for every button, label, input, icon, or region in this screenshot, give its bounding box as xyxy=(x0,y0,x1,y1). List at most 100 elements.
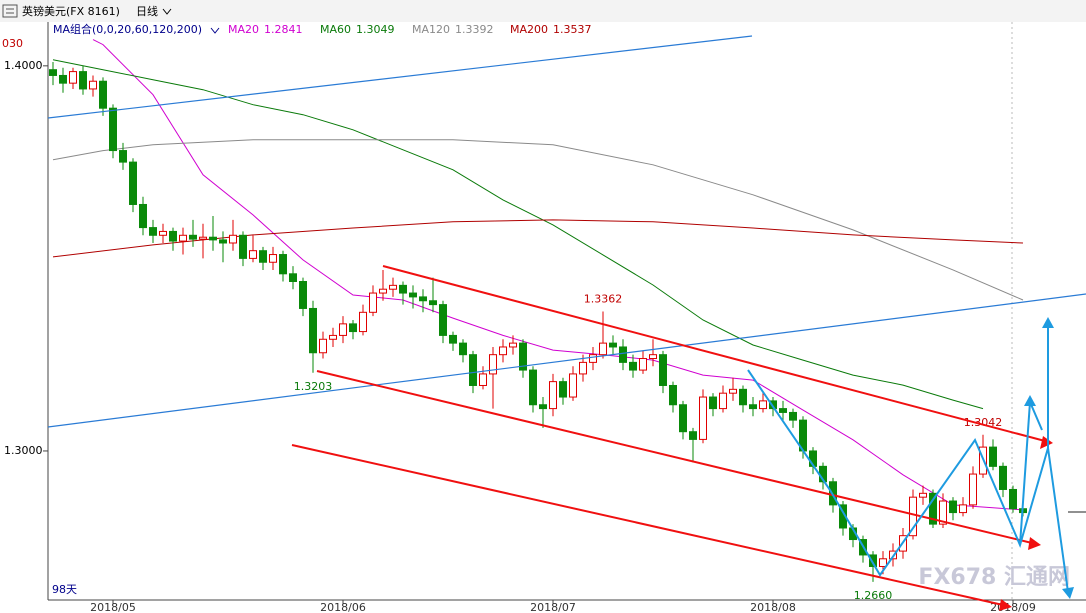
candle-body xyxy=(189,234,197,240)
user-drawings xyxy=(47,35,1086,611)
arrow-head xyxy=(1024,395,1036,406)
x-tick-label: 2018/06 xyxy=(320,601,366,613)
legend-value: 1.3392 xyxy=(455,23,494,36)
candle-body xyxy=(169,230,177,242)
candle-body xyxy=(709,396,717,410)
candle-body xyxy=(629,361,637,371)
candle-body xyxy=(359,311,367,333)
candle-body xyxy=(289,273,297,283)
candle-body xyxy=(299,281,307,309)
legend-value: 1.3537 xyxy=(553,23,592,36)
candle-body xyxy=(49,69,57,76)
legend-name: MA20 xyxy=(228,23,259,36)
wave-path xyxy=(1019,401,1043,546)
candle-body xyxy=(579,361,587,375)
candle-body xyxy=(329,334,337,340)
y-tick-label: 1.4000 xyxy=(4,59,43,72)
candle-body xyxy=(69,71,77,84)
header-bar xyxy=(0,0,1086,22)
candle-body xyxy=(909,496,917,537)
candle-body xyxy=(99,80,107,109)
days-label: 98天 xyxy=(52,583,77,596)
legend-name: MA200 xyxy=(510,23,548,36)
candle-body xyxy=(319,338,327,354)
candle-body xyxy=(999,465,1007,490)
candle-body xyxy=(649,354,657,360)
annotation: 1.3203 xyxy=(294,380,333,393)
arrow-head xyxy=(1062,587,1074,599)
candle-body xyxy=(399,284,407,294)
candle-body xyxy=(719,392,727,410)
candle-body xyxy=(729,388,737,394)
chevron xyxy=(210,27,220,34)
candle-body xyxy=(419,296,427,302)
candle-body xyxy=(459,342,467,356)
candle-body xyxy=(179,234,187,242)
candle-body xyxy=(679,404,687,433)
candle-body xyxy=(429,300,437,306)
candle-body xyxy=(749,404,757,410)
candle-body xyxy=(949,500,957,514)
chevron xyxy=(162,8,172,15)
candle-body xyxy=(229,234,237,244)
candle-body xyxy=(469,354,477,386)
candle-body xyxy=(379,288,387,294)
candle-body xyxy=(549,381,557,410)
candle-body xyxy=(139,203,147,229)
candle-body xyxy=(789,411,797,421)
ma-line xyxy=(52,219,1024,258)
candle-body xyxy=(119,150,127,163)
candle-body xyxy=(759,400,767,410)
annotation: 1.3042 xyxy=(964,416,1003,429)
candle-body xyxy=(389,284,397,290)
candle-body xyxy=(439,304,447,336)
legend-value: 1.3049 xyxy=(356,23,395,36)
trendline xyxy=(47,35,753,119)
candle-body xyxy=(519,342,527,371)
candle-body xyxy=(509,342,517,348)
candle-body xyxy=(919,492,927,498)
candle-body xyxy=(539,404,547,410)
arrow-head xyxy=(999,599,1012,611)
channel-line xyxy=(291,444,1004,606)
x-tick-label: 2018/07 xyxy=(530,601,576,613)
ma-line xyxy=(52,139,1024,301)
candle-body xyxy=(239,234,247,259)
candle-body xyxy=(739,388,747,406)
candle-body xyxy=(939,500,947,525)
candle-body xyxy=(209,236,217,241)
candle-body xyxy=(699,396,707,440)
ma-group[interactable]: MA组合(0,0,20,60,120,200) xyxy=(53,22,202,36)
candle-body xyxy=(349,323,357,333)
candle-body xyxy=(449,334,457,344)
candle-body xyxy=(109,107,117,152)
header-title[interactable]: 英镑美元(FX 8161) xyxy=(22,4,120,18)
annotation: 1.3362 xyxy=(584,293,623,306)
x-tick-label: 2018/05 xyxy=(90,601,136,613)
candle-body xyxy=(129,161,137,205)
period-select[interactable]: 日线 xyxy=(136,4,158,18)
candle-body xyxy=(279,254,287,275)
menu-icon[interactable] xyxy=(2,4,18,18)
candle-body xyxy=(959,504,967,514)
channel-line xyxy=(382,265,1046,442)
candle-body xyxy=(499,346,507,356)
arrow-head xyxy=(1040,436,1053,449)
x-tick-label: 2018/08 xyxy=(750,601,796,613)
candle-body xyxy=(879,558,887,567)
candle-body xyxy=(479,373,487,386)
candle-body xyxy=(159,230,167,236)
candle-body xyxy=(1009,488,1017,510)
candle-body xyxy=(779,408,787,413)
candle-body xyxy=(639,358,647,371)
ma-line xyxy=(92,39,1024,511)
candle-body xyxy=(929,492,937,525)
arrow-head xyxy=(1042,317,1054,328)
candle-body xyxy=(969,473,977,506)
legend-value: 1.2841 xyxy=(264,23,303,36)
candle-body xyxy=(259,250,267,263)
candle-body xyxy=(689,431,697,440)
candle-body xyxy=(219,239,227,244)
annotation: 1.2660 xyxy=(854,589,893,602)
